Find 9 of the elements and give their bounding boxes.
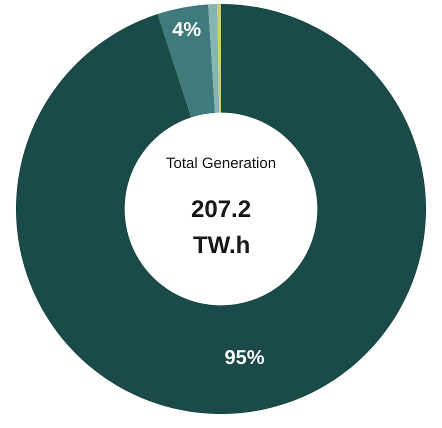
donut-slice — [158, 4, 215, 118]
data-label: 95% — [224, 346, 265, 369]
text: 207.2 — [191, 196, 252, 223]
text: Total Generation — [166, 155, 276, 172]
data-label: 4% — [172, 19, 202, 42]
donut-slice — [16, 4, 426, 414]
text: TW.h — [193, 232, 250, 259]
donut-slice — [208, 4, 220, 113]
donut-slice — [217, 4, 221, 113]
